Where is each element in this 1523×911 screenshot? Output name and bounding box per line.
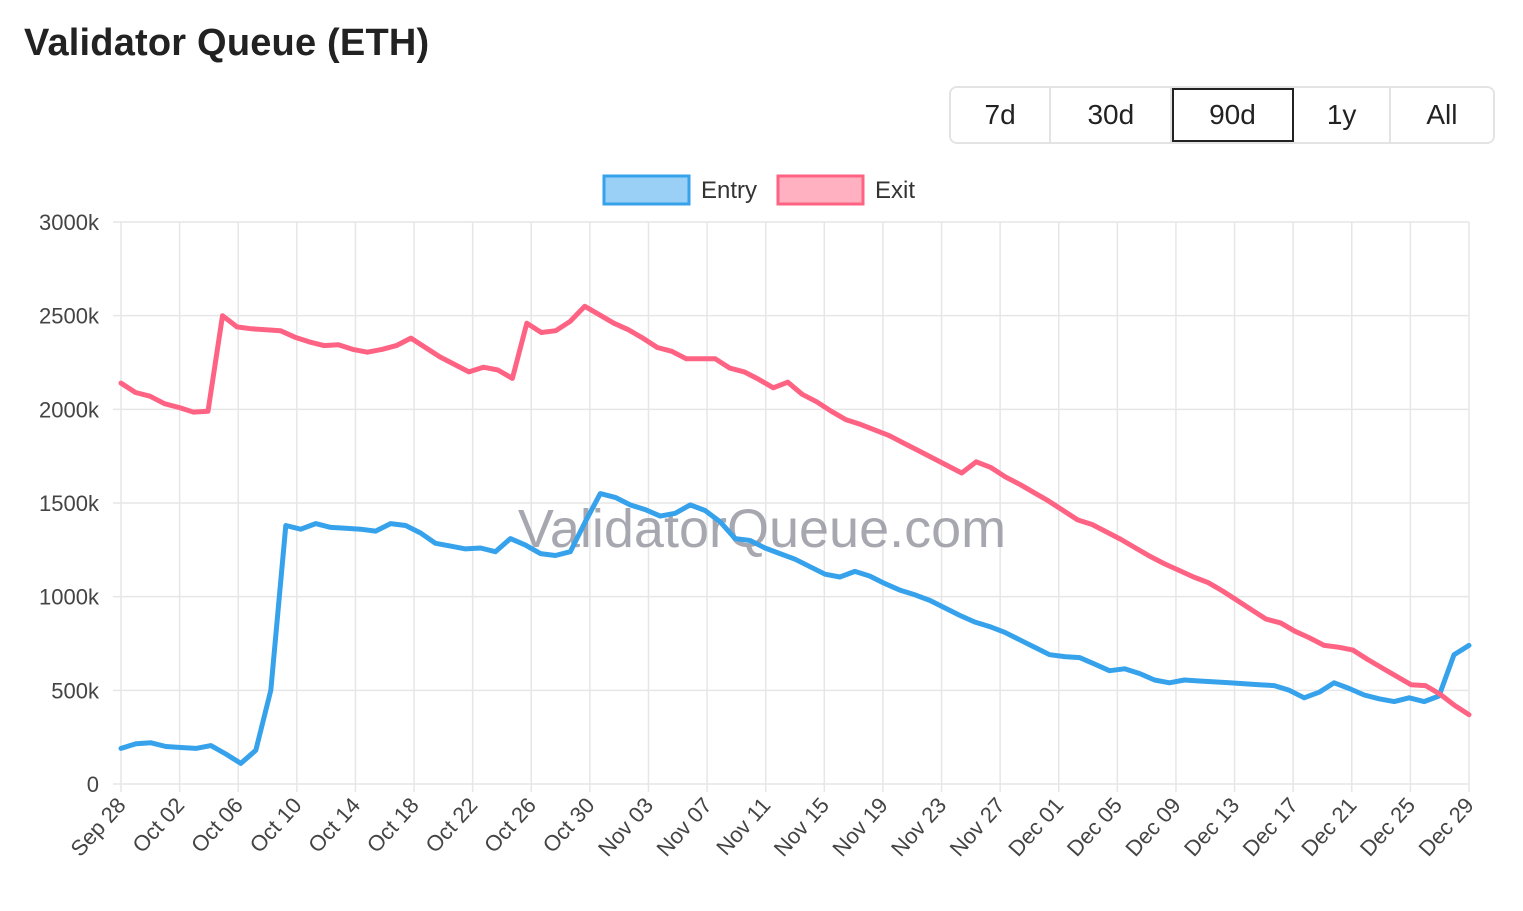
x-tick-label: Nov 03 xyxy=(593,793,658,862)
y-tick-label: 1500k xyxy=(39,491,100,516)
x-tick-label: Nov 11 xyxy=(711,793,775,860)
legend-item-exit[interactable]: Exit xyxy=(776,174,915,206)
chart-grid xyxy=(113,221,1470,792)
validator-queue-chart: Entry Exit 0 500k 1000k 1500k 2000k 2500k 3000… xyxy=(39,174,1479,862)
x-tick-label: Oct 14 xyxy=(303,793,365,858)
x-tick-label: Oct 30 xyxy=(538,793,600,858)
chart-series xyxy=(118,303,1472,766)
series-line-exit[interactable] xyxy=(118,303,1472,718)
range-30d-button[interactable]: 30d xyxy=(1051,88,1173,142)
x-tick-label: Dec 09 xyxy=(1120,793,1185,862)
x-tick-label: Oct 18 xyxy=(362,793,424,858)
range-90d-button[interactable]: 90d xyxy=(1172,88,1295,142)
legend-swatch-exit xyxy=(776,174,865,206)
time-range-selector: 7d 30d 90d 1y All xyxy=(949,86,1495,144)
series-line-entry[interactable] xyxy=(118,491,1472,766)
x-tick-label: Nov 19 xyxy=(827,793,892,862)
y-tick-label: 2500k xyxy=(39,304,100,329)
x-tick-label: Oct 02 xyxy=(127,793,189,858)
y-tick-label: 0 xyxy=(87,772,99,797)
x-tick-label: Oct 10 xyxy=(245,793,307,858)
x-tick-label: Dec 17 xyxy=(1238,793,1303,862)
legend-swatch-entry xyxy=(602,174,691,206)
legend-item-entry[interactable]: Entry xyxy=(602,174,757,206)
x-tick-label: Nov 27 xyxy=(945,793,1010,862)
chart-legend: Entry Exit xyxy=(602,174,915,206)
x-tick-label: Dec 01 xyxy=(1003,793,1068,862)
range-1y-button[interactable]: 1y xyxy=(1294,88,1391,142)
x-tick-label: Nov 07 xyxy=(652,793,717,862)
x-tick-label: Oct 26 xyxy=(479,793,541,858)
x-tick-label: Dec 13 xyxy=(1179,793,1244,862)
x-tick-label: Dec 29 xyxy=(1413,793,1478,862)
y-tick-label: 3000k xyxy=(39,210,100,235)
page-title: Validator Queue (ETH) xyxy=(24,22,430,64)
x-tick-label: Oct 06 xyxy=(186,793,248,858)
x-tick-label: Dec 05 xyxy=(1062,793,1127,862)
x-tick-label: Dec 21 xyxy=(1296,793,1361,862)
y-tick-label: 500k xyxy=(51,678,100,703)
x-tick-label: Nov 23 xyxy=(886,793,951,862)
x-tick-label: Nov 15 xyxy=(769,793,834,862)
range-7d-button[interactable]: 7d xyxy=(951,88,1052,142)
y-axis: 0 500k 1000k 1500k 2000k 2500k 3000k xyxy=(39,210,100,797)
x-tick-label: Dec 25 xyxy=(1355,793,1420,862)
legend-label-exit: Exit xyxy=(875,177,915,204)
y-tick-label: 2000k xyxy=(39,397,100,422)
y-tick-label: 1000k xyxy=(39,585,100,610)
x-tick-label: Oct 22 xyxy=(420,793,482,858)
range-all-button[interactable]: All xyxy=(1390,88,1493,142)
x-tick-label: Sep 28 xyxy=(65,793,130,862)
legend-label-entry: Entry xyxy=(701,177,757,204)
